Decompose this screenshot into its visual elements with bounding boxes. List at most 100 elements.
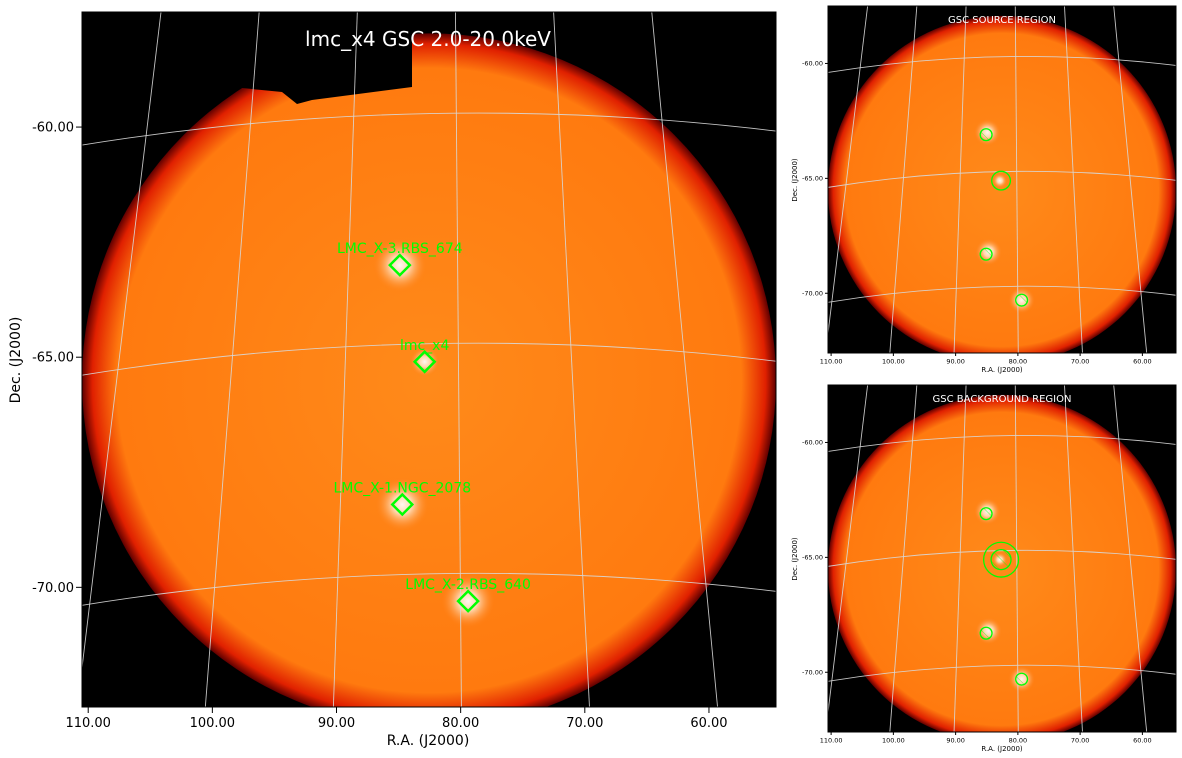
source-region-x-axis: 110.00 100.00 90.00 80.00 70.00 60.00 <box>820 353 1152 366</box>
x-tick-label: 80.00 <box>442 716 479 731</box>
source-label-1: lmc_x4 <box>400 338 450 354</box>
x-tick-label: 90.00 <box>946 358 965 366</box>
occulted-edge <box>82 12 412 104</box>
source-region-y-axis-label: Dec. (J2000) <box>791 158 799 202</box>
source-glow <box>409 346 440 377</box>
excluded-region-2 <box>979 247 993 261</box>
x-tick-label: 100.00 <box>190 716 236 731</box>
x-tick-label: 70.00 <box>1071 737 1090 745</box>
background-region-y-axis: -60.00 -65.00 -70.00 <box>802 439 828 677</box>
x-tick-label: 80.00 <box>1009 737 1028 745</box>
source-marker-2 <box>390 492 415 517</box>
x-tick-label: 60.00 <box>1133 737 1152 745</box>
occulted-edge <box>828 385 911 409</box>
ra-grid-line <box>204 12 260 707</box>
background-region-x-axis-label: R.A. (J2000) <box>981 745 1023 753</box>
source-glow <box>440 573 496 629</box>
x-tick-label: 70.00 <box>1071 358 1090 366</box>
source-region-x-axis-label: R.A. (J2000) <box>981 366 1023 374</box>
source-region-y-axis: -60.00 -65.00 -70.00 <box>802 60 828 298</box>
y-tick-label: -60.00 <box>802 60 823 68</box>
ra-grid-line <box>651 12 718 707</box>
dec-grid-line <box>828 55 1176 73</box>
x-tick-label: 110.00 <box>820 737 843 745</box>
y-tick-label: -60.00 <box>802 439 823 447</box>
y-tick-label: -70.00 <box>802 669 823 677</box>
x-tick-label: 110.00 <box>820 358 843 366</box>
ra-grid-line <box>953 6 967 353</box>
x-tick-label: 60.00 <box>690 716 727 731</box>
x-tick-label: 100.00 <box>882 358 905 366</box>
dec-grid-line <box>828 664 1176 682</box>
background-region-y-axis-label: Dec. (J2000) <box>791 537 799 581</box>
ra-grid-line <box>828 385 869 717</box>
main-plot-area: LMC_X-3.RBS_674 lmc_x4 LMC_X-1.NGC_2078 LMC… <box>81 11 777 708</box>
x-tick-label: 90.00 <box>946 737 965 745</box>
extraction-region-1 <box>991 170 1012 191</box>
plot-frame <box>827 384 1177 733</box>
ra-grid-line <box>1064 385 1083 732</box>
main-y-axis: -60.00 -65.00 -70.00 <box>32 121 82 596</box>
source-region-panel: GSC SOURCE REGION 110.00 100.00 90.00 80.00… <box>791 5 1177 374</box>
dec-grid-line <box>828 285 1176 303</box>
ra-grid-line <box>889 6 918 353</box>
occulted-edge <box>828 6 911 30</box>
ra-grid-line <box>455 12 462 707</box>
y-tick-label: -65.00 <box>802 554 823 562</box>
ra-grid-line <box>1113 6 1148 353</box>
source-marker-1 <box>412 350 437 374</box>
source-marker-3 <box>456 589 480 613</box>
source-glow <box>992 173 1008 189</box>
plot-frame <box>827 5 1177 354</box>
plot-frame <box>81 11 777 708</box>
dec-grid-line <box>828 434 1176 452</box>
main-x-axis-label: R.A. (J2000) <box>387 733 470 749</box>
source-label-2: LMC_X-1.NGC_2078 <box>333 480 471 496</box>
source-label-0: LMC_X-3.RBS_674 <box>337 241 463 257</box>
excluded-region-3 <box>979 626 993 640</box>
x-tick-label: 110.00 <box>65 716 111 731</box>
source-label-3: LMC_X-2.RBS_640 <box>405 577 531 593</box>
x-tick-label: 90.00 <box>318 716 355 731</box>
x-tick-label: 70.00 <box>566 716 603 731</box>
background-region-plot-area <box>827 384 1177 733</box>
excluded-region-3 <box>1015 293 1029 307</box>
x-tick-label: 60.00 <box>1133 358 1152 366</box>
y-tick-label: -70.00 <box>802 290 823 298</box>
dec-grid-line <box>82 342 776 376</box>
main-chart-title: lmc_x4 GSC 2.0-20.0keV <box>305 27 551 51</box>
y-tick-label: -60.00 <box>32 121 74 136</box>
dec-grid-line <box>82 572 776 606</box>
ra-grid-line <box>828 6 869 338</box>
main-y-axis-label: Dec. (J2000) <box>8 317 24 404</box>
ra-grid-line <box>553 12 590 707</box>
field-of-view-disk <box>82 33 776 707</box>
ra-grid-line <box>332 12 358 707</box>
y-tick-label: -65.00 <box>32 351 74 366</box>
y-tick-label: -70.00 <box>32 581 74 596</box>
background-region-x-axis: 110.00 100.00 90.00 80.00 70.00 60.00 <box>820 732 1152 745</box>
excluded-region-0 <box>979 507 993 521</box>
source-region-title: GSC SOURCE REGION <box>948 15 1056 26</box>
main-x-axis: 110.00 100.00 90.00 80.00 70.00 60.00 <box>65 707 728 731</box>
source-glow <box>372 237 428 293</box>
source-glow <box>374 477 430 532</box>
y-tick-label: -65.00 <box>802 175 823 183</box>
excluded-region-1 <box>990 549 1012 571</box>
background-region-panel: GSC BACKGROUND REGION 110.00 100.00 90.00 8… <box>791 384 1177 753</box>
source-marker-0 <box>388 253 412 277</box>
ra-grid-line <box>1113 385 1148 732</box>
main-panel: LMC_X-3.RBS_674 lmc_x4 LMC_X-1.NGC_2078 LMC… <box>8 11 777 749</box>
ra-grid-line <box>953 385 967 732</box>
excluded-region-4 <box>1015 672 1029 686</box>
excluded-region-0 <box>979 128 993 142</box>
dec-grid-line <box>82 112 776 146</box>
ra-grid-line <box>82 12 162 672</box>
x-tick-label: 80.00 <box>1009 358 1028 366</box>
background-region-title: GSC BACKGROUND REGION <box>933 394 1072 405</box>
source-region-plot-area <box>827 5 1177 354</box>
ra-grid-line <box>889 385 918 732</box>
x-tick-label: 100.00 <box>882 737 905 745</box>
ra-grid-line <box>1064 6 1083 353</box>
